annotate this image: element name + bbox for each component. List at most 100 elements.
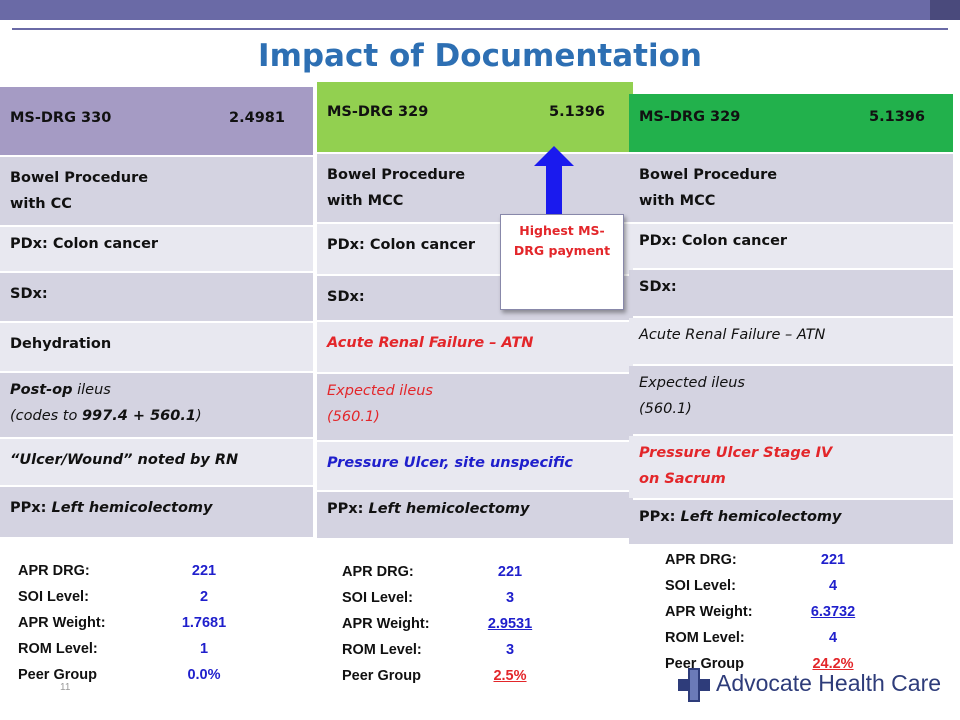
column-ms-drg-329-a: MS-DRG 329 5.1396 Bowel Procedure with M… bbox=[317, 82, 633, 538]
stat-value: 4 bbox=[828, 630, 838, 646]
column-3-row-description-line1: Bowel Procedure bbox=[639, 167, 778, 183]
callout-line1: Highest MS- bbox=[519, 223, 605, 238]
column-1-row-sdx-text: SDx: bbox=[10, 286, 48, 302]
column-1-row-pdx-text: PDx: Colon cancer bbox=[10, 236, 159, 252]
column-1-row-ulcer-text: “Ulcer/Wound” noted by RN bbox=[10, 452, 239, 468]
stat-label: ROM Level: bbox=[665, 630, 745, 646]
column-2-row-ulcer-text: Pressure Ulcer, site unspecific bbox=[327, 455, 574, 471]
stat-row: APR Weight: 1.7681 bbox=[18, 610, 258, 636]
column-2-row-ileus-line1: Expected ileus bbox=[327, 383, 433, 399]
column-1-row-ileus: Post-op ileus (codes to 997.4 + 560.1) bbox=[0, 373, 313, 437]
column-1-row-dehydration-text: Dehydration bbox=[10, 336, 112, 352]
stat-row: Peer Group 2.5% bbox=[342, 663, 582, 689]
column-3-row-ileus-line1: Expected ileus bbox=[639, 375, 745, 391]
stat-row: APR Weight: 2.9531 bbox=[342, 611, 582, 637]
column-3-drg: MS-DRG 329 bbox=[639, 109, 741, 125]
stat-row: APR DRG: 221 bbox=[665, 547, 905, 573]
column-1-ileus-codes-prefix: (codes to bbox=[10, 408, 82, 424]
stat-row: Peer Group 24.2% bbox=[665, 651, 905, 677]
column-1-row-ulcer: “Ulcer/Wound” noted by RN bbox=[0, 439, 313, 485]
column-1-ppx-value: Left hemicolectomy bbox=[51, 500, 213, 516]
stat-value: 6.3732 bbox=[810, 604, 856, 620]
stat-row: SOI Level: 4 bbox=[665, 573, 905, 599]
column-3-row-renal: Acute Renal Failure – ATN bbox=[629, 318, 953, 364]
callout-line2: DRG payment bbox=[513, 243, 611, 258]
stat-value: 2 bbox=[199, 589, 209, 605]
stat-value: 4 bbox=[828, 578, 838, 594]
column-3-row-ppx: PPx: Left hemicolectomy bbox=[629, 500, 953, 544]
column-3-row-ileus: Expected ileus (560.1) bbox=[629, 366, 953, 434]
page-title: Impact of Documentation bbox=[258, 38, 702, 74]
column-2-row-description: Bowel Procedure with MCC bbox=[317, 154, 633, 222]
column-3-row-ulcer-line1: Pressure Ulcer Stage IV bbox=[639, 445, 833, 461]
column-1-row-pdx: PDx: Colon cancer bbox=[0, 227, 313, 271]
stat-label: Peer Group bbox=[665, 656, 744, 672]
column-1-ileus-codes: 997.4 + 560.1 bbox=[81, 408, 196, 424]
stat-value: 3 bbox=[505, 590, 515, 606]
column-1-row-sdx: SDx: bbox=[0, 273, 313, 321]
advocate-logo: Advocate Health Care bbox=[676, 658, 941, 718]
page-number: 11 bbox=[60, 682, 71, 693]
column-2-weight: 5.1396 bbox=[549, 104, 605, 120]
top-banner-accent bbox=[930, 0, 960, 20]
stat-label: APR Weight: bbox=[18, 615, 106, 631]
column-3-row-ulcer-line2: on Sacrum bbox=[639, 471, 726, 487]
cross-icon-highlight bbox=[690, 670, 698, 700]
column-3-row-ulcer: Pressure Ulcer Stage IV on Sacrum bbox=[629, 436, 953, 498]
column-1-row-description-line1: Bowel Procedure bbox=[10, 170, 149, 186]
column-1-ileus-word: ileus bbox=[72, 382, 111, 398]
stat-label: Peer Group bbox=[342, 668, 421, 684]
stat-row: SOI Level: 3 bbox=[342, 585, 582, 611]
column-1-row-description: Bowel Procedure with CC bbox=[0, 157, 313, 225]
column-3-ppx-label: PPx: bbox=[639, 509, 681, 525]
column-1-row-ppx: PPx: Left hemicolectomy bbox=[0, 487, 313, 537]
column-1-ileus-postop: Post-op bbox=[10, 382, 73, 398]
stat-value: 2.9531 bbox=[487, 616, 533, 632]
column-3-row-description: Bowel Procedure with MCC bbox=[629, 154, 953, 222]
stat-row: ROM Level: 4 bbox=[665, 625, 905, 651]
column-2-row-description-line2: with MCC bbox=[327, 193, 404, 209]
column-2-apr-stats: APR DRG: 221 SOI Level: 3 APR Weight: 2.953… bbox=[342, 559, 582, 689]
stat-label: APR Weight: bbox=[342, 616, 430, 632]
column-1-ileus-codes-suffix: ) bbox=[195, 408, 202, 424]
column-3-row-description-line2: with MCC bbox=[639, 193, 716, 209]
stat-label: SOI Level: bbox=[665, 578, 736, 594]
column-ms-drg-330: MS-DRG 330 2.4981 Bowel Procedure with C… bbox=[0, 87, 313, 537]
column-2-ppx-value: Left hemicolectomy bbox=[368, 501, 530, 517]
column-2-row-sdx-text: SDx: bbox=[327, 289, 365, 305]
column-3-apr-stats: APR DRG: 221 SOI Level: 4 APR Weight: 6.373… bbox=[665, 547, 905, 677]
stat-value: 221 bbox=[820, 552, 846, 568]
column-3-row-renal-text: Acute Renal Failure – ATN bbox=[639, 327, 826, 343]
column-3-weight: 5.1396 bbox=[869, 109, 925, 125]
column-2-ppx-label: PPx: bbox=[327, 501, 369, 517]
column-2-row-ileus-line2: (560.1) bbox=[327, 409, 380, 425]
stat-value: 221 bbox=[191, 563, 217, 579]
stat-label: Peer Group bbox=[18, 667, 97, 683]
stat-row: Peer Group 0.0% bbox=[18, 662, 258, 688]
column-3-row-pdx: PDx: Colon cancer bbox=[629, 224, 953, 268]
stat-label: ROM Level: bbox=[342, 642, 422, 658]
column-ms-drg-329-b: MS-DRG 329 5.1396 Bowel Procedure with M… bbox=[629, 94, 953, 544]
stat-row: APR DRG: 221 bbox=[342, 559, 582, 585]
stat-row: ROM Level: 1 bbox=[18, 636, 258, 662]
title-rule bbox=[12, 28, 948, 30]
top-banner bbox=[0, 0, 960, 20]
logo-text: Advocate Health Care bbox=[716, 670, 942, 696]
stat-label: APR DRG: bbox=[18, 563, 90, 579]
column-2-row-description-line1: Bowel Procedure bbox=[327, 167, 466, 183]
column-3-row-sdx: SDx: bbox=[629, 270, 953, 316]
up-arrow-icon bbox=[534, 146, 574, 218]
column-3-row-ileus-line2: (560.1) bbox=[639, 401, 692, 417]
stat-label: APR DRG: bbox=[665, 552, 737, 568]
stat-value: 2.5% bbox=[493, 668, 527, 684]
stat-value: 24.2% bbox=[812, 656, 854, 672]
column-2-row-ppx: PPx: Left hemicolectomy bbox=[317, 492, 633, 538]
stat-label: APR Weight: bbox=[665, 604, 753, 620]
column-1-header: MS-DRG 330 2.4981 bbox=[0, 87, 313, 155]
stat-row: ROM Level: 3 bbox=[342, 637, 582, 663]
stat-value: 1.7681 bbox=[181, 615, 227, 631]
column-1-row-dehydration: Dehydration bbox=[0, 323, 313, 371]
stat-label: ROM Level: bbox=[18, 641, 98, 657]
column-1-weight: 2.4981 bbox=[229, 110, 285, 126]
stat-label: SOI Level: bbox=[18, 589, 89, 605]
